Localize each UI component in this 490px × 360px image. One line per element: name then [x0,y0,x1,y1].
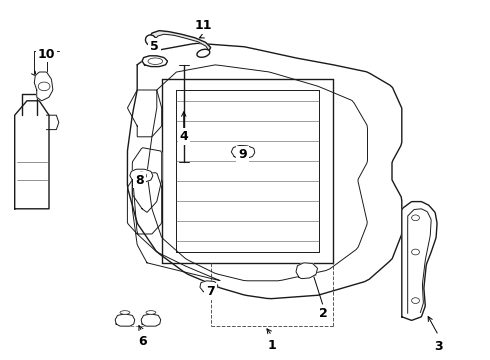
Circle shape [412,215,419,221]
Text: 2: 2 [319,307,328,320]
Text: 4: 4 [179,130,188,143]
Ellipse shape [205,284,214,289]
Circle shape [38,82,50,91]
Text: 1: 1 [268,339,276,352]
Polygon shape [402,202,437,320]
Polygon shape [132,148,162,212]
Text: 11: 11 [195,19,212,32]
Ellipse shape [146,35,156,46]
Text: 9: 9 [238,148,247,161]
Polygon shape [127,43,402,299]
Polygon shape [296,263,318,279]
Polygon shape [130,169,153,182]
Circle shape [137,172,147,179]
Text: 5: 5 [150,40,159,53]
Circle shape [412,298,419,303]
Text: 6: 6 [138,335,147,348]
Text: 10: 10 [38,48,55,60]
Polygon shape [142,56,168,67]
Polygon shape [149,31,211,54]
Ellipse shape [120,311,130,314]
Polygon shape [200,281,218,292]
Ellipse shape [197,49,210,57]
Ellipse shape [148,58,163,64]
Text: 3: 3 [434,340,443,353]
Circle shape [239,148,248,156]
Polygon shape [47,115,59,130]
Ellipse shape [146,311,156,314]
Polygon shape [141,314,161,326]
Polygon shape [34,72,53,101]
Polygon shape [231,145,255,158]
Text: 8: 8 [135,174,144,186]
Polygon shape [15,101,49,209]
Circle shape [412,249,419,255]
Text: 7: 7 [206,285,215,298]
Polygon shape [115,314,135,326]
